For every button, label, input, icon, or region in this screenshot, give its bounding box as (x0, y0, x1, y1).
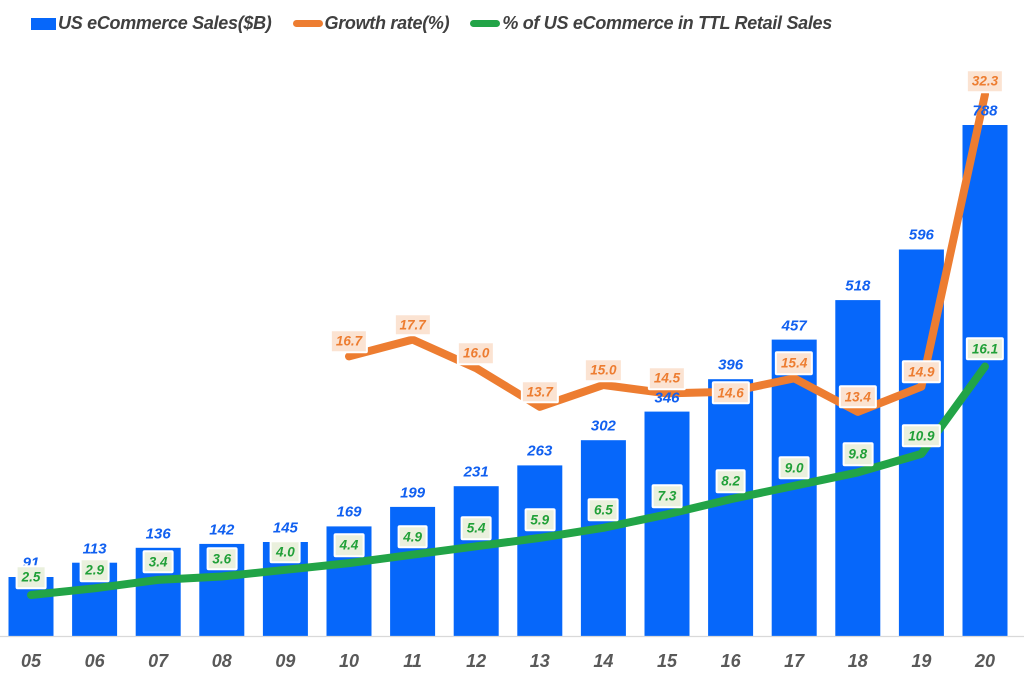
bar-05 (8, 577, 54, 636)
bar-14 (580, 440, 626, 636)
legend-item-growth: Growth rate(%) (292, 13, 450, 34)
bar-16 (708, 379, 754, 636)
bar-11 (390, 506, 436, 636)
bar-12 (453, 486, 499, 636)
bar-10 (326, 526, 372, 636)
legend-item-sales: US eCommerce Sales($B) (31, 13, 272, 34)
share-line (27, 362, 989, 599)
bar-06 (72, 562, 118, 636)
legend: US eCommerce Sales($B) Growth rate(%) % … (31, 13, 832, 34)
bar-09 (262, 542, 308, 636)
legend-label-share: % of US eCommerce in TTL Retail Sales (502, 13, 832, 33)
growth-series-swatch-icon (292, 20, 323, 27)
bar-08 (199, 543, 245, 636)
bar-13 (517, 465, 563, 636)
legend-label-growth: Growth rate(%) (324, 13, 450, 33)
bar-07 (135, 547, 181, 636)
growth-line (345, 90, 989, 416)
share-series-swatch-icon (470, 20, 501, 27)
sales-series-swatch-icon (31, 17, 56, 30)
bar-20 (962, 125, 1008, 636)
legend-item-share: % of US eCommerce in TTL Retail Sales (470, 13, 832, 34)
legend-label-sales: US eCommerce Sales($B) (58, 13, 272, 33)
bar-15 (644, 411, 690, 636)
